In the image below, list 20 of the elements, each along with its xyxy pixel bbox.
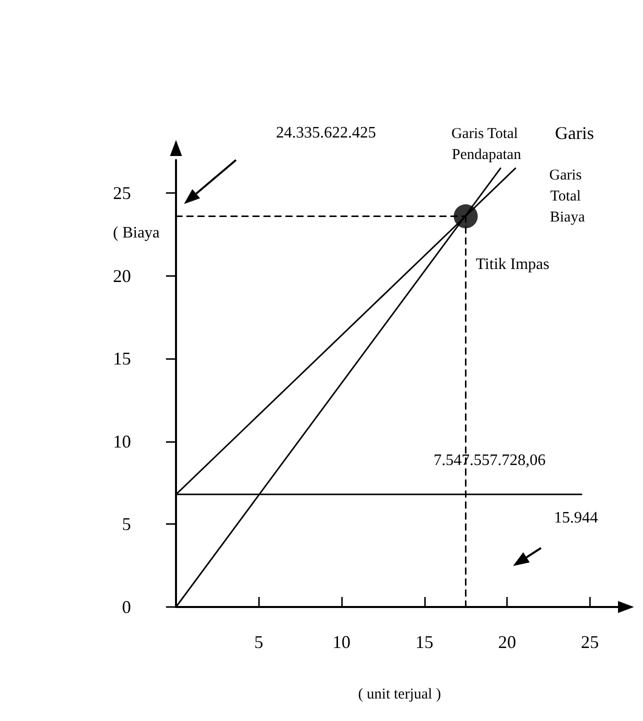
- x-axis-title: ( unit terjual ): [358, 686, 441, 702]
- x-tick-label: 25: [580, 632, 599, 652]
- x-tick-label: 10: [332, 632, 351, 652]
- y-tick-label: 10: [113, 431, 131, 452]
- text: Garis: [555, 123, 594, 143]
- y-tick-label: 0: [122, 597, 131, 617]
- annotation: 15.944: [554, 510, 598, 526]
- y-tick-label: 5: [122, 514, 131, 534]
- text: 24.335.622.425: [276, 124, 376, 142]
- y-tick-label: 15: [113, 348, 131, 369]
- x-tick-label: 5: [254, 632, 264, 652]
- y-tick-label: 25: [113, 183, 131, 204]
- annotation: Titik Impas: [476, 256, 550, 273]
- y-axis-title: ( Biaya: [113, 224, 160, 242]
- series-label: Garis Total Pendapatan: [451, 126, 522, 163]
- text: Garis Total Biaya: [549, 167, 586, 226]
- y-tick-label: 20: [113, 266, 131, 286]
- x-tick-label: 15: [415, 632, 434, 652]
- annotation: 7.547.557.728,06: [434, 452, 546, 469]
- x-tick-label: 20: [498, 632, 516, 652]
